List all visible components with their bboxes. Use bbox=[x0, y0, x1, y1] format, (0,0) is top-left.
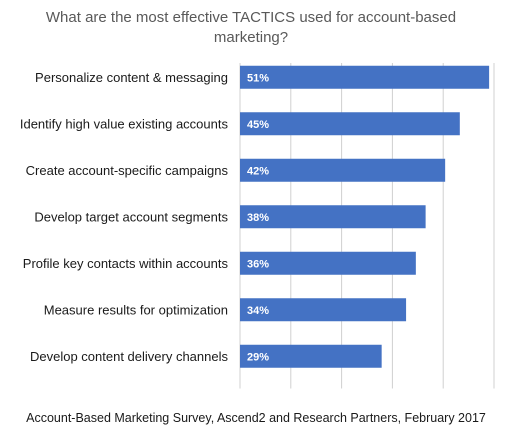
data-label: 51% bbox=[247, 72, 269, 84]
source-note: Account-Based Marketing Survey, Ascend2 … bbox=[26, 411, 486, 425]
data-label: 38% bbox=[247, 212, 269, 224]
category-label: Develop content delivery channels bbox=[30, 349, 229, 364]
bar bbox=[240, 205, 426, 229]
chart-title-line-2: marketing? bbox=[214, 29, 288, 46]
bar bbox=[240, 344, 382, 368]
chart-title-line-1: What are the most effective TACTICS used… bbox=[46, 9, 456, 26]
data-label: 42% bbox=[247, 165, 269, 177]
bars: Personalize content & messaging 51% Identi… bbox=[20, 65, 490, 368]
data-label: 36% bbox=[247, 258, 269, 270]
category-label: Develop target account segments bbox=[34, 209, 228, 224]
category-label: Identify high value existing accounts bbox=[20, 116, 229, 131]
bar bbox=[240, 298, 407, 322]
bar bbox=[240, 112, 460, 136]
data-label: 34% bbox=[247, 305, 269, 317]
category-label: Profile key contacts within accounts bbox=[23, 256, 229, 271]
category-label: Create account-specific campaigns bbox=[26, 163, 229, 178]
bar bbox=[240, 158, 446, 182]
bar bbox=[240, 65, 490, 89]
category-label: Personalize content & messaging bbox=[35, 70, 228, 85]
bar bbox=[240, 251, 416, 275]
data-label: 29% bbox=[247, 351, 269, 363]
category-label: Measure results for optimization bbox=[44, 302, 228, 317]
data-label: 45% bbox=[247, 119, 269, 131]
